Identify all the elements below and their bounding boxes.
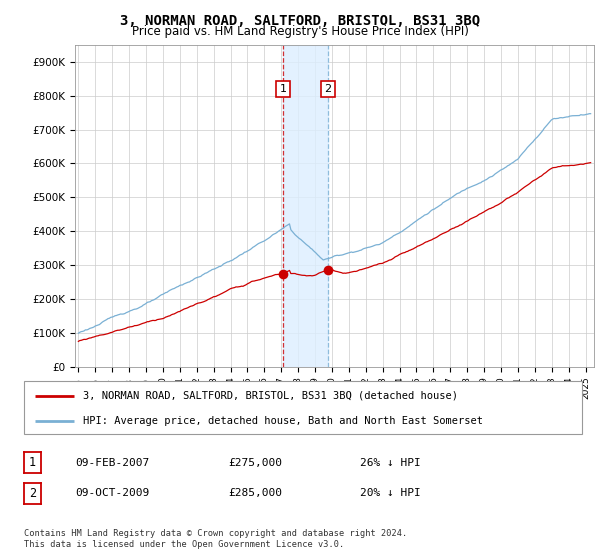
FancyBboxPatch shape: [24, 381, 582, 434]
Text: 3, NORMAN ROAD, SALTFORD, BRISTOL, BS31 3BQ: 3, NORMAN ROAD, SALTFORD, BRISTOL, BS31 …: [120, 14, 480, 28]
Text: 09-FEB-2007: 09-FEB-2007: [75, 458, 149, 468]
Text: £285,000: £285,000: [228, 488, 282, 498]
Text: 1: 1: [280, 84, 286, 94]
Bar: [283, 45, 328, 367]
Text: HPI: Average price, detached house, Bath and North East Somerset: HPI: Average price, detached house, Bath…: [83, 416, 482, 426]
Text: 09-OCT-2009: 09-OCT-2009: [75, 488, 149, 498]
Text: 2: 2: [29, 487, 36, 500]
Text: 3, NORMAN ROAD, SALTFORD, BRISTOL, BS31 3BQ (detached house): 3, NORMAN ROAD, SALTFORD, BRISTOL, BS31 …: [83, 391, 458, 401]
Text: Price paid vs. HM Land Registry's House Price Index (HPI): Price paid vs. HM Land Registry's House …: [131, 25, 469, 38]
Text: 20% ↓ HPI: 20% ↓ HPI: [360, 488, 421, 498]
Text: 2: 2: [325, 84, 332, 94]
Text: 1: 1: [29, 456, 36, 469]
Text: 26% ↓ HPI: 26% ↓ HPI: [360, 458, 421, 468]
Text: Contains HM Land Registry data © Crown copyright and database right 2024.
This d: Contains HM Land Registry data © Crown c…: [24, 529, 407, 549]
Text: £275,000: £275,000: [228, 458, 282, 468]
